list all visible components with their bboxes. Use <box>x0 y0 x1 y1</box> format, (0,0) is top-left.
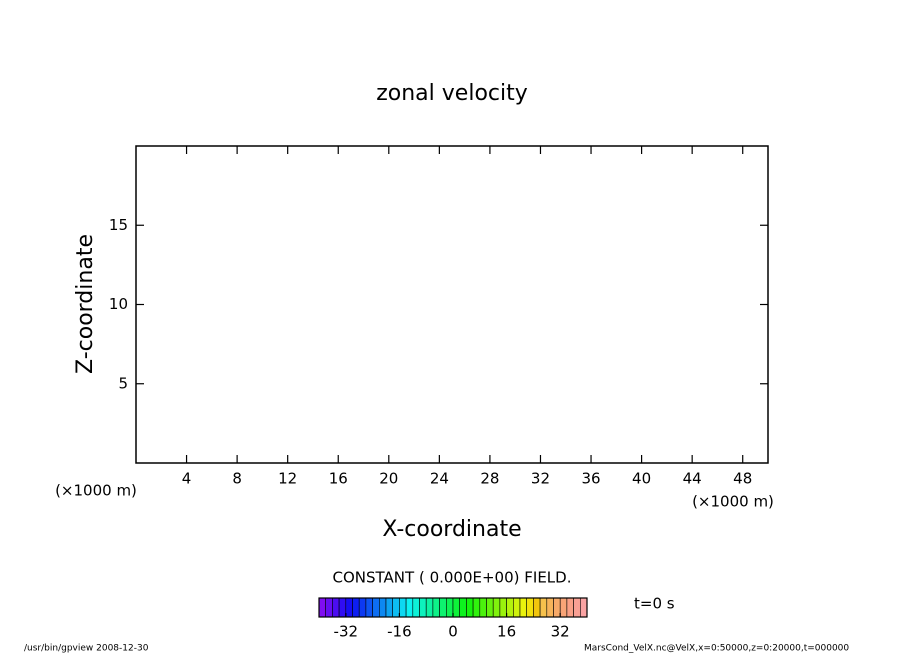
colorbar-segment <box>466 597 474 618</box>
x-tick-label: 28 <box>480 470 499 488</box>
colorbar-segment <box>519 597 527 618</box>
colorbar-segment <box>559 597 568 618</box>
x-tick-label: 48 <box>733 470 752 488</box>
x-tick-label: 32 <box>531 470 550 488</box>
x-unit-label: (×1000 m) <box>55 482 137 500</box>
footer-left: /usr/bin/gpview 2008-12-30 <box>24 644 149 654</box>
colorbar-segment <box>338 597 347 618</box>
x-tick-label: 36 <box>581 470 600 488</box>
colorbar-segment <box>539 597 548 618</box>
colorbar-segment <box>365 597 373 618</box>
colorbar-segment <box>392 597 400 618</box>
chart-title: zonal velocity <box>376 81 528 106</box>
colorbar-segment <box>492 597 501 618</box>
colorbar-segment <box>506 597 514 618</box>
colorbar-segment <box>533 597 541 618</box>
colorbar-tick-label: 0 <box>448 623 458 641</box>
y-tick-label: 15 <box>109 216 128 234</box>
colorbar-segment <box>419 597 427 618</box>
y-axis-label: Z-coordinate <box>73 234 98 374</box>
colorbar-segment <box>425 597 434 618</box>
x-axis-label: X-coordinate <box>382 517 521 542</box>
colorbar-segment <box>332 597 340 618</box>
colorbar-segment <box>318 597 326 618</box>
colorbar-segment <box>566 597 574 618</box>
colorbar-segment <box>385 597 393 618</box>
colorbar-segment <box>479 597 487 618</box>
x-tick-label: 4 <box>182 470 192 488</box>
colorbar-segment <box>512 597 521 618</box>
colorbar-segment <box>553 597 561 618</box>
x-tick-label: 16 <box>329 470 348 488</box>
colorbar-segment <box>445 597 454 618</box>
colorbar-tick-label: 32 <box>551 623 570 641</box>
colorbar-segment <box>546 597 554 618</box>
x-tick-label: 44 <box>683 470 702 488</box>
colorbar-segment <box>372 597 380 618</box>
time-label: t=0 s <box>634 595 675 613</box>
colorbar-tick-label: -32 <box>334 623 359 641</box>
colorbar-segment <box>526 597 534 618</box>
colorbar-segment <box>499 597 507 618</box>
colorbar-segment <box>432 597 440 618</box>
x-tick-label: 8 <box>232 470 242 488</box>
y-tick-label: 5 <box>118 374 128 392</box>
colorbar-tick-label: -16 <box>387 623 412 641</box>
colorbar-segment <box>405 597 414 618</box>
colorbar-segment <box>399 597 407 618</box>
x-tick-label: 40 <box>632 470 651 488</box>
field-note: CONSTANT ( 0.000E+00) FIELD. <box>333 569 572 587</box>
y-tick-label: 10 <box>109 295 128 313</box>
colorbar-segment <box>378 597 387 618</box>
colorbar-segment <box>472 597 481 618</box>
colorbar-segment <box>345 597 353 618</box>
plot-frame <box>135 145 769 464</box>
colorbar-tick-label: 16 <box>497 623 516 641</box>
colorbar-segment <box>459 597 467 618</box>
colorbar-segment <box>486 597 494 618</box>
colorbar-segment <box>452 597 460 618</box>
colorbar-segment <box>412 597 420 618</box>
x-tick-label: 24 <box>430 470 449 488</box>
colorbar-segment <box>358 597 367 618</box>
colorbar-segment <box>352 597 360 618</box>
colorbar-segment <box>439 597 447 618</box>
colorbar-segment <box>573 597 581 618</box>
colorbar-segment <box>579 597 588 618</box>
x-tick-label: 12 <box>278 470 297 488</box>
x-unit-label: (×1000 m) <box>692 493 774 511</box>
footer-right: MarsCond_VelX.nc@VelX,x=0:50000,z=0:2000… <box>584 644 849 654</box>
colorbar-segment <box>325 597 333 618</box>
x-tick-label: 20 <box>379 470 398 488</box>
